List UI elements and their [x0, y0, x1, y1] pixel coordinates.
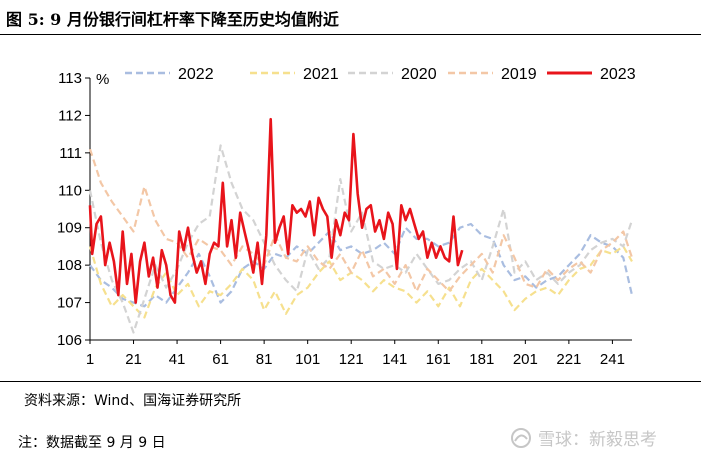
y-tick-label: 113: [58, 70, 82, 87]
x-tick-label: 41: [169, 351, 186, 368]
x-tick-label: 221: [556, 351, 581, 368]
legend-label-2020: 2020: [401, 66, 437, 83]
figure-title: 图 5: 9 月份银行间杠杆率下降至历史均值附近: [6, 10, 339, 29]
x-tick-label: 101: [295, 351, 320, 368]
x-tick-label: 81: [256, 351, 273, 368]
y-tick-label: 108: [57, 257, 82, 274]
x-tick-label: 241: [600, 351, 625, 368]
y-tick-label: 107: [57, 295, 82, 312]
x-tick-label: 1: [86, 351, 94, 368]
chart-legend: 2022 2021 2020 2019 2023: [125, 66, 636, 83]
snowball-logo-icon: [511, 427, 531, 448]
series-line-2019: [88, 148, 634, 293]
source-note: 资料来源：Wind、国海证券研究所: [24, 393, 242, 409]
legend-label-2021: 2021: [303, 66, 339, 83]
y-tick-label: 106: [57, 332, 82, 349]
chart-lines: [88, 117, 634, 334]
date-note: 注：数据截至 9 月 9 日: [18, 435, 166, 451]
legend-label-2023: 2023: [600, 66, 636, 83]
series-line-2022: [89, 222, 634, 308]
watermark-text: 雪球：新毅思考: [538, 430, 657, 450]
y-tick-label: 110: [58, 182, 82, 199]
x-tick-label: 121: [339, 351, 364, 368]
x-tick-label: 201: [513, 351, 538, 368]
x-tick-label: 161: [426, 351, 451, 368]
legend-label-2022: 2022: [178, 66, 214, 83]
title-divider: [0, 34, 701, 35]
x-tick-label: 21: [125, 351, 142, 368]
series-line-2021: [88, 245, 633, 319]
legend-label-2019: 2019: [501, 66, 537, 83]
x-tick-label: 61: [212, 351, 229, 368]
watermark: 雪球：新毅思考: [510, 425, 657, 450]
x-tick-label: 181: [469, 351, 494, 368]
y-axis-unit: %: [96, 71, 109, 88]
series-line-2023: [88, 117, 464, 304]
y-tick-label: 109: [57, 220, 82, 237]
y-tick-label: 112: [58, 107, 82, 124]
y-tick-label: 111: [59, 145, 82, 162]
chart-divider: [0, 381, 701, 382]
x-tick-label: 141: [382, 351, 407, 368]
series-line-2020: [88, 144, 634, 334]
